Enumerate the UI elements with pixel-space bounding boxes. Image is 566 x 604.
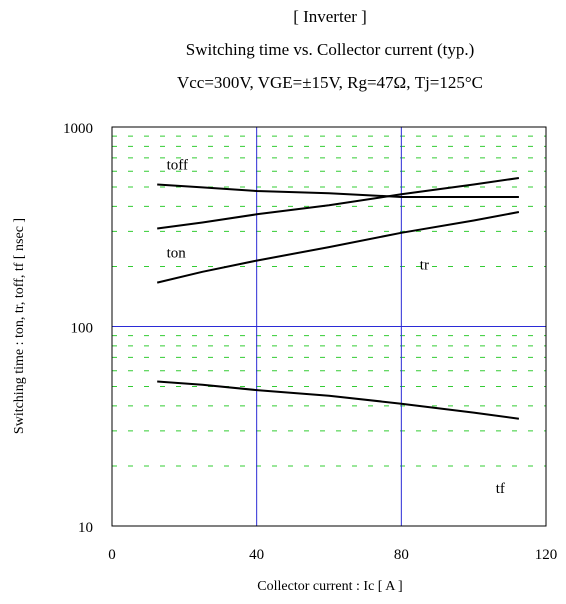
- x-tick-label: 80: [394, 547, 409, 563]
- y-tick-label: 100: [71, 321, 94, 337]
- x-axis-label: Collector current : Ic [ A ]: [257, 579, 402, 594]
- frame-layer: [111, 126, 547, 527]
- tick-label-layer: 0 40 80 120 10 100 1000: [63, 121, 557, 563]
- series-line-toff: [157, 183, 519, 198]
- y-tick-label: 1000: [63, 121, 93, 137]
- series-label-tf: tf: [496, 481, 505, 497]
- x-tick-label: 120: [535, 547, 558, 563]
- chart-title-group: [ Inverter ] Switching time vs. Collecto…: [177, 7, 483, 92]
- x-tick-label: 0: [108, 547, 116, 563]
- chart-title-line-2: Switching time vs. Collector current (ty…: [186, 40, 474, 59]
- series-label-tr: tr: [420, 257, 429, 273]
- series-line-tr: [156, 211, 520, 284]
- series-label-layer: toff ton tr tf: [167, 157, 505, 497]
- x-tick-label: 40: [249, 547, 264, 563]
- grid-layer: [112, 127, 546, 526]
- series-label-ton: ton: [167, 245, 187, 261]
- chart-title-line-1: [ Inverter ]: [293, 7, 367, 26]
- y-axis-label: Switching time : ton, tr, toff, tf [ nse…: [12, 218, 27, 434]
- y-tick-label: 10: [78, 520, 93, 536]
- chart-title-line-3: Vcc=300V, VGE=±15V, Rg=47Ω, Tj=125°C: [177, 73, 483, 92]
- series-label-toff: toff: [167, 157, 188, 173]
- series-line-tf: [157, 380, 520, 420]
- series-line-ton: [157, 177, 520, 230]
- series-layer: [156, 177, 520, 420]
- plot-frame: [111, 126, 547, 527]
